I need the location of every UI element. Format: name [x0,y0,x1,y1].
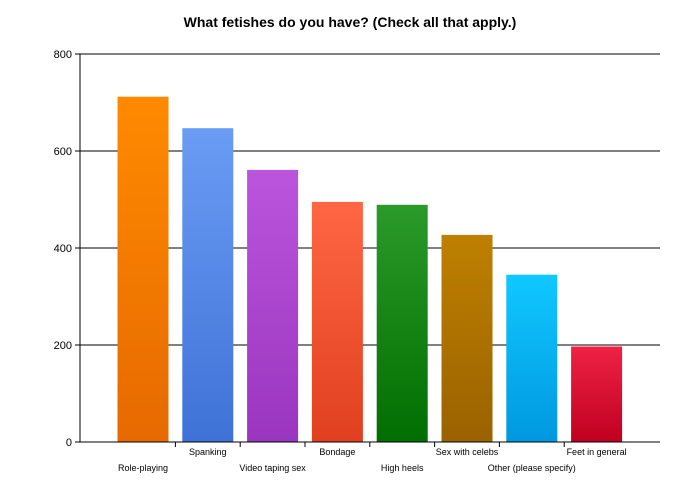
x-tick-label: Sex with celebs [436,447,499,457]
bar-3 [311,201,363,442]
bar-4 [376,204,428,442]
x-tick-label: Feet in general [567,447,627,457]
bar-2 [247,169,299,442]
x-tick-label: Role-playing [118,463,168,473]
y-tick-label: 400 [54,243,72,255]
x-tick-label: High heels [381,463,424,473]
bar-7 [571,346,623,442]
bars [117,96,623,442]
x-tick-label: Bondage [319,447,355,457]
bar-1 [182,128,234,442]
y-tick-label: 800 [54,49,72,61]
y-tick-label: 200 [54,340,72,352]
x-tick-label: Spanking [189,447,227,457]
x-tick-labels: Role-playing Spanking Video taping sex Bond… [118,447,627,473]
bar-0 [117,96,169,442]
axes [75,53,660,447]
chart-title: What fetishes do you have? (Check all th… [183,14,517,30]
bar-5 [441,234,493,442]
x-tick-label: Video taping sex [239,463,306,473]
y-tick-labels: 0 200 400 600 800 [54,49,72,449]
y-tick-label: 600 [54,146,72,158]
x-tick-label: Other (please specify) [488,463,576,473]
y-tick-label: 0 [66,437,72,449]
gridlines [80,53,660,346]
bar-6 [506,274,558,442]
